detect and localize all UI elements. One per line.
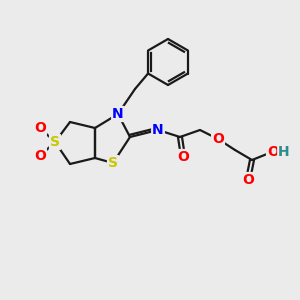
- Text: S: S: [108, 156, 118, 170]
- Text: S: S: [50, 135, 60, 149]
- Text: O: O: [177, 150, 189, 164]
- Text: N: N: [112, 107, 124, 121]
- Text: H: H: [278, 145, 290, 159]
- Text: O: O: [34, 121, 46, 135]
- Text: O: O: [212, 132, 224, 146]
- Text: O: O: [242, 173, 254, 187]
- Text: O: O: [34, 149, 46, 163]
- Text: O: O: [267, 145, 279, 159]
- Text: N: N: [152, 123, 164, 137]
